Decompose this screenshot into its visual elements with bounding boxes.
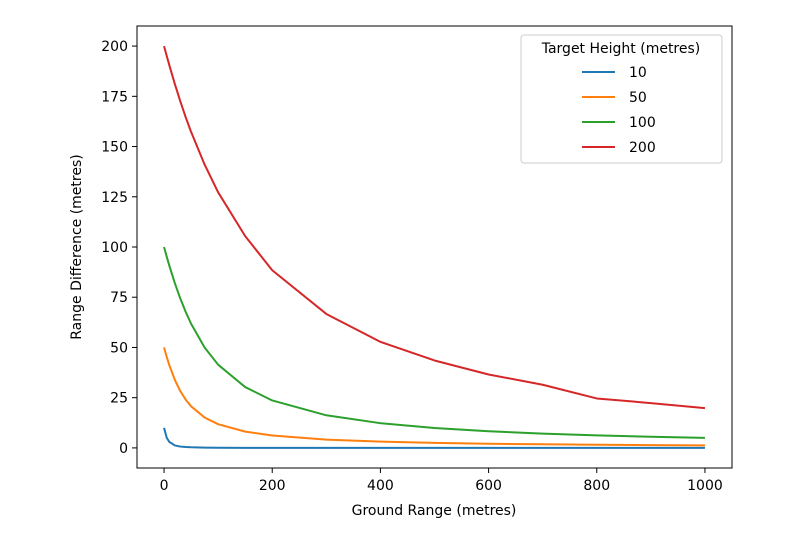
legend-label-10: 10 [629, 65, 647, 81]
x-tick-label: 800 [583, 478, 610, 494]
y-tick-label: 200 [101, 39, 128, 55]
legend: Target Height (metres) 10 50 100 200 [520, 34, 723, 164]
legend-label-50: 50 [629, 90, 647, 106]
legend-items: 10 50 100 200 [582, 65, 656, 156]
x-axis: 0 200 400 600 800 1000 [160, 468, 723, 494]
legend-title: Target Height (metres) [541, 41, 701, 57]
y-tick-label: 50 [110, 340, 128, 356]
series-line-100 [163, 246, 705, 439]
x-tick-label: 1000 [687, 478, 723, 494]
y-tick-label: 25 [110, 391, 128, 407]
series-line-10 [163, 427, 705, 449]
series-group [163, 45, 706, 449]
series-line-50 [163, 347, 705, 447]
x-tick-label: 600 [475, 478, 502, 494]
y-tick-label: 175 [101, 89, 128, 105]
y-tick-label: 75 [110, 290, 128, 306]
x-tick-label: 0 [160, 478, 169, 494]
y-tick-label: 125 [101, 190, 128, 206]
legend-box [520, 34, 723, 164]
y-axis-label: Range Difference (metres) [69, 154, 85, 339]
y-axis: 0 25 50 75 100 125 150 175 200 [101, 39, 137, 457]
x-axis-label: Ground Range (metres) [352, 503, 517, 519]
x-tick-label: 200 [259, 478, 286, 494]
y-tick-label: 0 [119, 441, 128, 457]
y-tick-label: 150 [101, 140, 128, 156]
x-tick-label: 400 [367, 478, 394, 494]
y-tick-label: 100 [101, 240, 128, 256]
legend-label-100: 100 [629, 115, 656, 131]
series-line-200 [163, 45, 706, 410]
legend-label-200: 200 [629, 140, 656, 156]
